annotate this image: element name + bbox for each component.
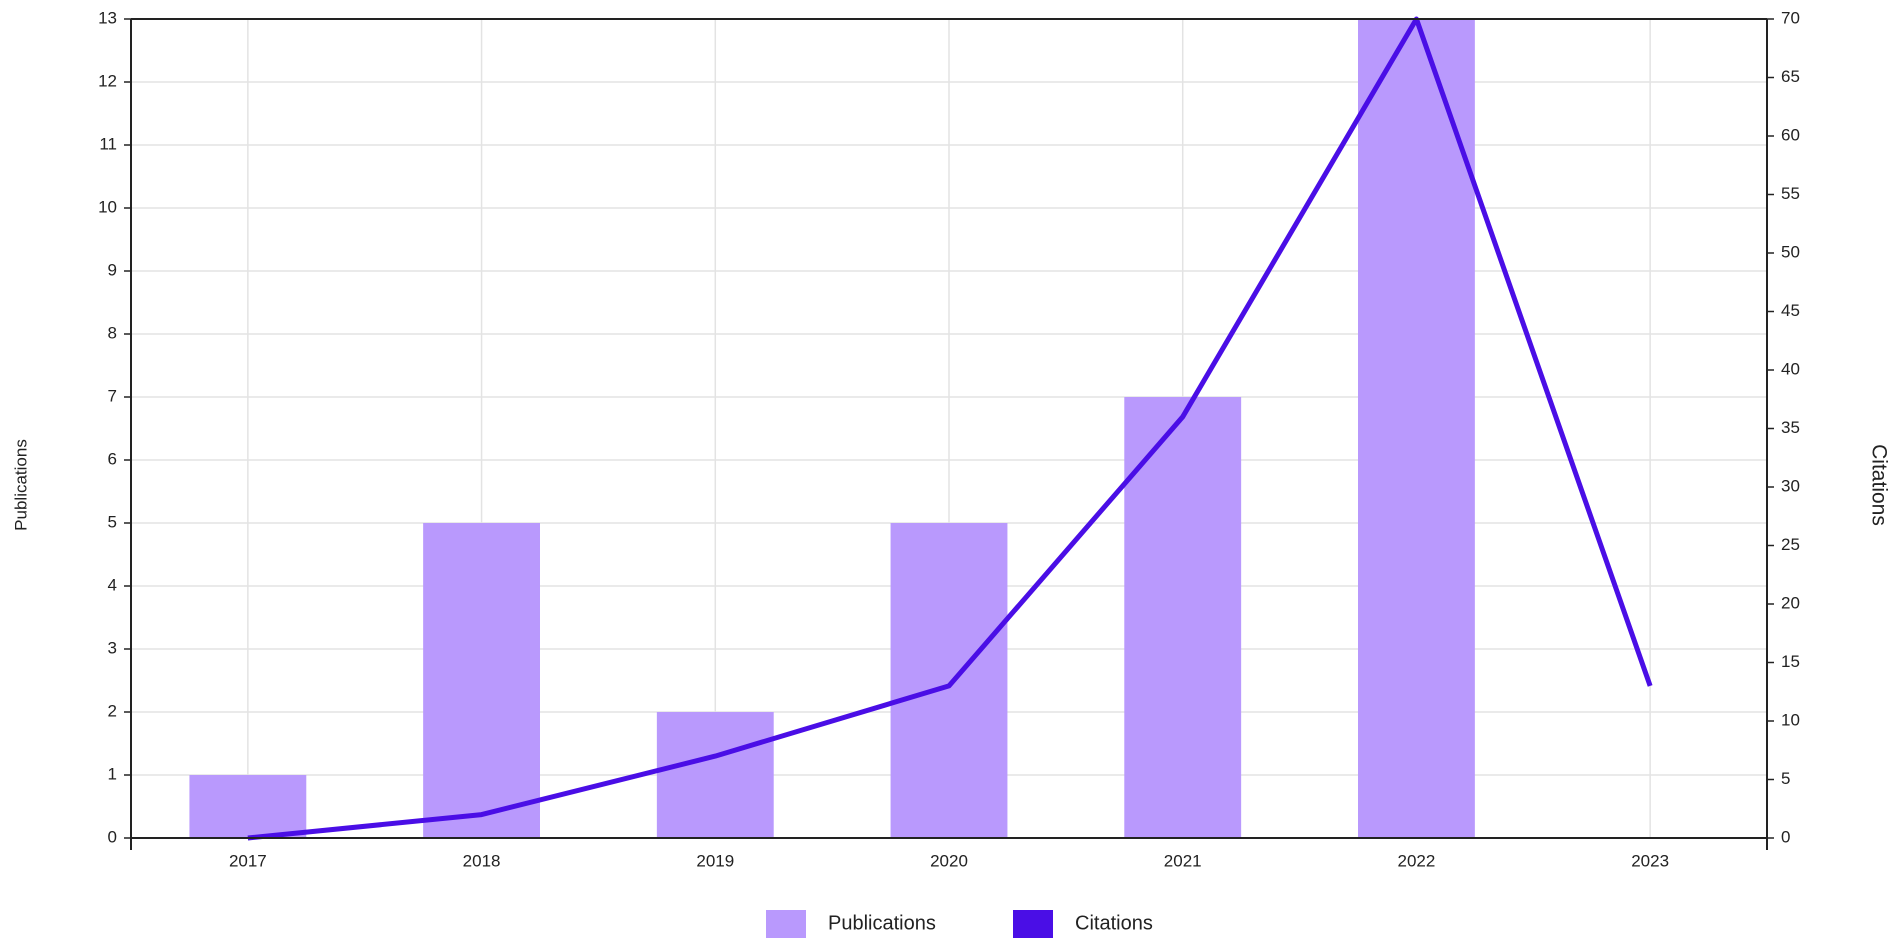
y2-tick-label: 65 xyxy=(1781,67,1800,86)
x-tick-label: 2018 xyxy=(463,851,501,870)
y-tick-label: 9 xyxy=(108,260,117,279)
y2-tick-label: 50 xyxy=(1781,242,1800,261)
y2-axis-label: Citations xyxy=(1867,444,1890,526)
y-tick-label: 7 xyxy=(108,386,117,405)
y-tick-label: 0 xyxy=(108,827,117,846)
bar xyxy=(423,523,540,838)
x-tick-label: 2017 xyxy=(229,851,267,870)
y-tick-label: 13 xyxy=(98,8,117,27)
y-tick-label: 6 xyxy=(108,449,117,468)
y-tick-label: 1 xyxy=(108,764,117,783)
y2-tick-label: 0 xyxy=(1781,827,1790,846)
bar xyxy=(1124,397,1242,838)
y2-tick-label: 20 xyxy=(1781,593,1800,612)
y2-tick-label: 5 xyxy=(1781,769,1790,788)
y2-tick-label: 25 xyxy=(1781,535,1800,554)
y2-tick-label: 15 xyxy=(1781,652,1800,671)
y2-tick-label: 30 xyxy=(1781,476,1800,495)
bar xyxy=(1358,19,1475,838)
y-tick-label: 12 xyxy=(98,71,117,90)
x-tick-label: 2022 xyxy=(1398,851,1436,870)
legend-swatch xyxy=(1013,910,1053,938)
y2-tick-label: 60 xyxy=(1781,125,1800,144)
bar xyxy=(189,775,307,838)
y2-tick-label: 10 xyxy=(1781,710,1800,729)
legend-swatch xyxy=(766,910,806,938)
legend-label: Publications xyxy=(828,912,936,934)
y2-tick-label: 45 xyxy=(1781,301,1800,320)
x-tick-label: 2019 xyxy=(696,851,734,870)
y-tick-label: 8 xyxy=(108,323,117,342)
y-axis-label: Publications xyxy=(11,439,30,531)
y-tick-label: 5 xyxy=(108,512,117,531)
y2-tick-label: 70 xyxy=(1781,8,1800,27)
bar xyxy=(656,712,774,838)
x-tick-label: 2020 xyxy=(930,851,968,870)
y-tick-label: 11 xyxy=(99,134,117,153)
x-tick-label: 2023 xyxy=(1631,851,1669,870)
y-tick-label: 3 xyxy=(108,638,117,657)
y2-tick-label: 35 xyxy=(1781,418,1800,437)
bar xyxy=(890,523,1008,838)
y2-tick-label: 55 xyxy=(1781,184,1800,203)
y-tick-label: 2 xyxy=(108,701,117,720)
y-tick-label: 10 xyxy=(98,197,117,216)
legend-label: Citations xyxy=(1075,912,1153,934)
x-tick-label: 2021 xyxy=(1164,851,1202,870)
y2-tick-label: 40 xyxy=(1781,359,1800,378)
y-tick-label: 4 xyxy=(108,575,117,594)
